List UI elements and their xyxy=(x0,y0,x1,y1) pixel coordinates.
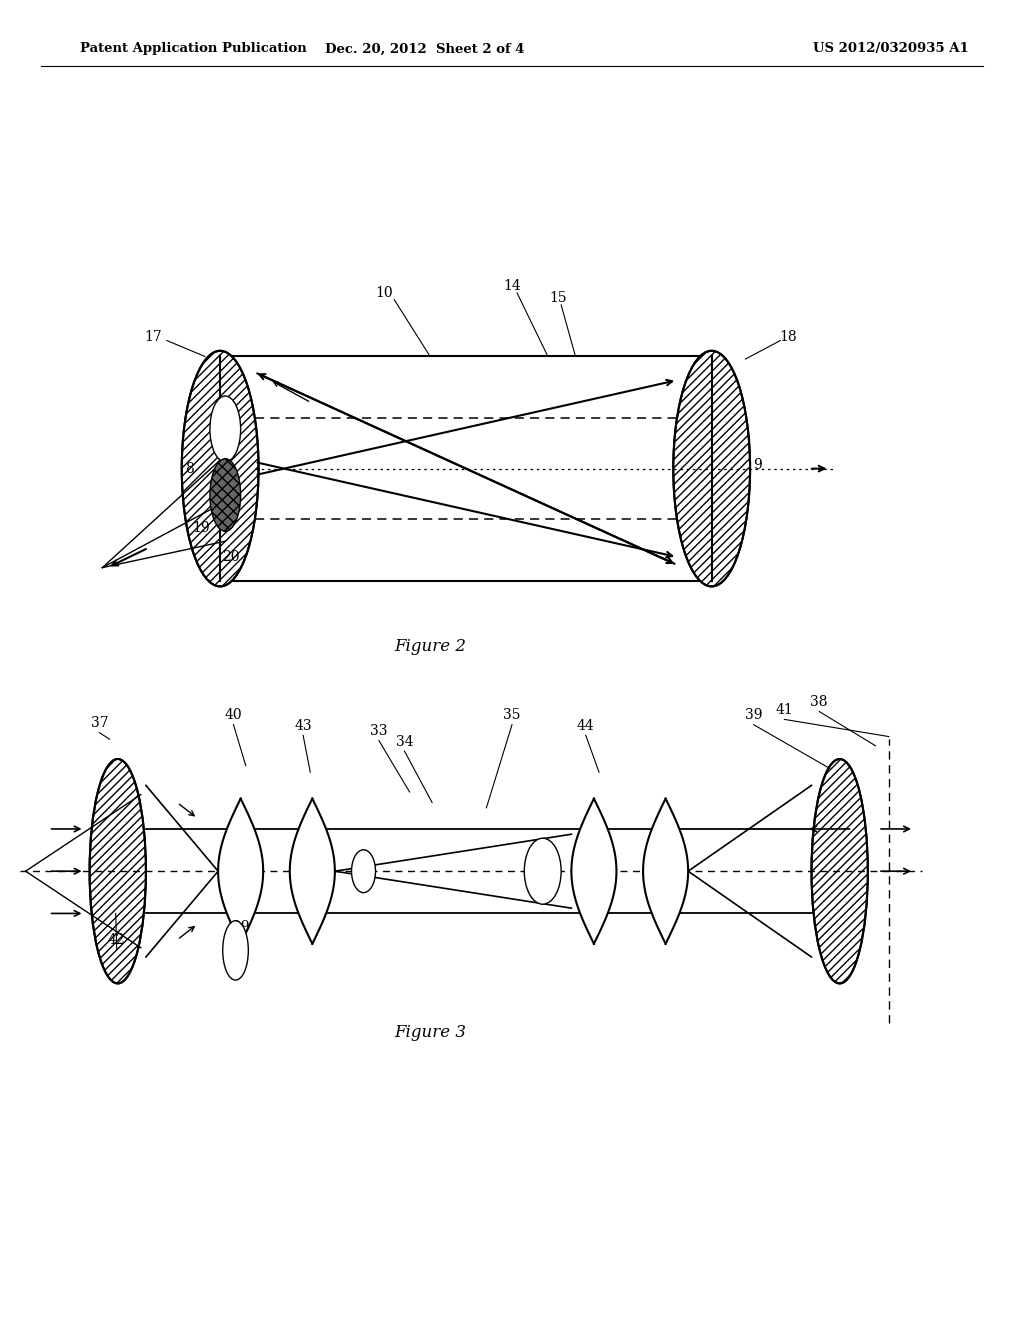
Text: 9: 9 xyxy=(754,458,762,471)
Ellipse shape xyxy=(811,759,867,983)
Text: US 2012/0320935 A1: US 2012/0320935 A1 xyxy=(813,42,969,55)
Ellipse shape xyxy=(210,396,241,462)
Ellipse shape xyxy=(524,838,561,904)
Text: Dec. 20, 2012  Sheet 2 of 4: Dec. 20, 2012 Sheet 2 of 4 xyxy=(326,42,524,55)
Text: 38: 38 xyxy=(810,696,828,709)
Text: 41: 41 xyxy=(775,704,794,717)
Ellipse shape xyxy=(210,459,241,531)
Ellipse shape xyxy=(674,351,750,586)
Text: 44: 44 xyxy=(577,719,595,733)
Text: 20: 20 xyxy=(221,550,240,564)
Text: 39: 39 xyxy=(744,709,763,722)
Text: 18: 18 xyxy=(779,330,798,343)
Text: 40: 40 xyxy=(224,709,243,722)
Text: 19: 19 xyxy=(191,521,210,535)
Text: 17: 17 xyxy=(144,330,163,343)
Text: 34: 34 xyxy=(395,735,414,748)
Ellipse shape xyxy=(222,921,248,979)
Text: Figure 3: Figure 3 xyxy=(394,1024,466,1040)
Text: 35: 35 xyxy=(503,709,521,722)
Text: 37: 37 xyxy=(90,717,109,730)
Text: Patent Application Publication: Patent Application Publication xyxy=(80,42,306,55)
Text: Figure 2: Figure 2 xyxy=(394,639,466,655)
Text: 19: 19 xyxy=(231,920,250,933)
Ellipse shape xyxy=(351,850,376,892)
Text: 43: 43 xyxy=(294,719,312,733)
Ellipse shape xyxy=(90,759,146,983)
Text: 14: 14 xyxy=(503,280,521,293)
Text: 10: 10 xyxy=(375,286,393,300)
Ellipse shape xyxy=(182,351,258,586)
Text: 33: 33 xyxy=(370,725,388,738)
Text: 42: 42 xyxy=(108,933,126,946)
Text: 8: 8 xyxy=(185,462,194,475)
Text: 15: 15 xyxy=(549,292,567,305)
